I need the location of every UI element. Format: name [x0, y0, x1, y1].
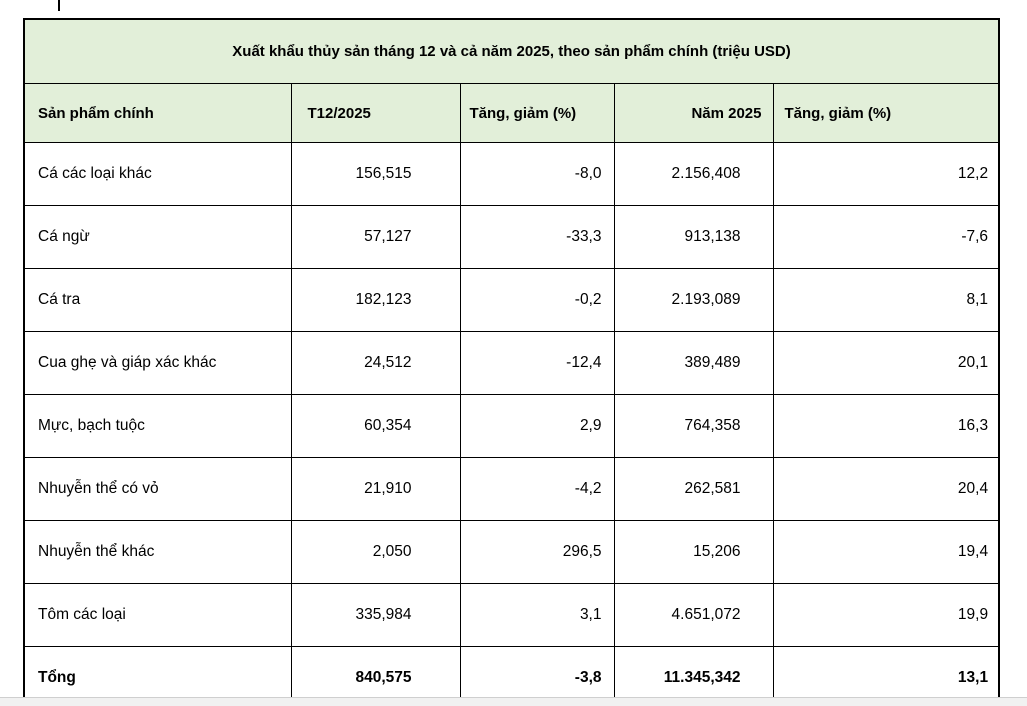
- value-cell: 335,984: [290, 583, 461, 647]
- table-row: Cá tra 182,123 -0,2 2.193,089 8,1: [23, 268, 1000, 332]
- value-cell: 296,5: [459, 520, 615, 584]
- total-value-cell: 13,1: [772, 646, 1000, 706]
- table-row: Mực, bạch tuộc 60,354 2,9 764,358 16,3: [23, 394, 1000, 458]
- seafood-export-table: Xuất khẩu thủy sản tháng 12 và cả năm 20…: [23, 18, 1001, 706]
- value-cell: 2.193,089: [613, 268, 774, 332]
- value-cell: 21,910: [290, 457, 461, 521]
- product-cell: Mực, bạch tuộc: [23, 394, 292, 458]
- product-cell: Cua ghẹ và giáp xác khác: [23, 331, 292, 395]
- table-title-row: Xuất khẩu thủy sản tháng 12 và cả năm 20…: [23, 18, 1000, 84]
- product-cell: Cá tra: [23, 268, 292, 332]
- value-cell: 19,4: [772, 520, 1000, 584]
- product-cell: Nhuyễn thể khác: [23, 520, 292, 584]
- value-cell: -0,2: [459, 268, 615, 332]
- table-row: Nhuyễn thể khác 2,050 296,5 15,206 19,4: [23, 520, 1000, 584]
- value-cell: 913,138: [613, 205, 774, 269]
- value-cell: -33,3: [459, 205, 615, 269]
- product-cell: Nhuyễn thể có vỏ: [23, 457, 292, 521]
- value-cell: 16,3: [772, 394, 1000, 458]
- value-cell: 57,127: [290, 205, 461, 269]
- table-row: Cua ghẹ và giáp xác khác 24,512 -12,4 38…: [23, 331, 1000, 395]
- value-cell: 19,9: [772, 583, 1000, 647]
- total-label-cell: Tổng: [23, 646, 292, 706]
- product-cell: Cá ngừ: [23, 205, 292, 269]
- value-cell: 15,206: [613, 520, 774, 584]
- value-cell: 389,489: [613, 331, 774, 395]
- value-cell: -7,6: [772, 205, 1000, 269]
- table-total-row: Tổng 840,575 -3,8 11.345,342 13,1: [23, 646, 1000, 706]
- value-cell: -4,2: [459, 457, 615, 521]
- value-cell: 24,512: [290, 331, 461, 395]
- value-cell: 764,358: [613, 394, 774, 458]
- value-cell: -12,4: [459, 331, 615, 395]
- value-cell: 20,4: [772, 457, 1000, 521]
- value-cell: 2,050: [290, 520, 461, 584]
- value-cell: 2.156,408: [613, 142, 774, 206]
- value-cell: 3,1: [459, 583, 615, 647]
- table-row: Nhuyễn thể có vỏ 21,910 -4,2 262,581 20,…: [23, 457, 1000, 521]
- value-cell: 262,581: [613, 457, 774, 521]
- product-cell: Cá các loại khác: [23, 142, 292, 206]
- value-cell: 2,9: [459, 394, 615, 458]
- column-header-t12-2025: T12/2025: [290, 83, 461, 143]
- total-value-cell: 840,575: [290, 646, 461, 706]
- horizontal-scrollbar-track[interactable]: [0, 697, 1027, 706]
- table-row: Cá các loại khác 156,515 -8,0 2.156,408 …: [23, 142, 1000, 206]
- table-row: Tôm các loại 335,984 3,1 4.651,072 19,9: [23, 583, 1000, 647]
- column-header-change-month: Tăng, giảm (%): [459, 83, 615, 143]
- text-cursor: [58, 0, 60, 11]
- value-cell: -8,0: [459, 142, 615, 206]
- table-row: Cá ngừ 57,127 -33,3 913,138 -7,6: [23, 205, 1000, 269]
- value-cell: 20,1: [772, 331, 1000, 395]
- column-header-year-2025: Năm 2025: [613, 83, 774, 143]
- value-cell: 182,123: [290, 268, 461, 332]
- column-header-product: Sản phẩm chính: [23, 83, 292, 143]
- total-value-cell: 11.345,342: [613, 646, 774, 706]
- value-cell: 12,2: [772, 142, 1000, 206]
- column-header-change-year: Tăng, giảm (%): [772, 83, 1000, 143]
- value-cell: 156,515: [290, 142, 461, 206]
- table-title: Xuất khẩu thủy sản tháng 12 và cả năm 20…: [23, 18, 1000, 84]
- value-cell: 4.651,072: [613, 583, 774, 647]
- table-header-row: Sản phẩm chính T12/2025 Tăng, giảm (%) N…: [23, 83, 1000, 143]
- value-cell: 60,354: [290, 394, 461, 458]
- product-cell: Tôm các loại: [23, 583, 292, 647]
- total-value-cell: -3,8: [459, 646, 615, 706]
- value-cell: 8,1: [772, 268, 1000, 332]
